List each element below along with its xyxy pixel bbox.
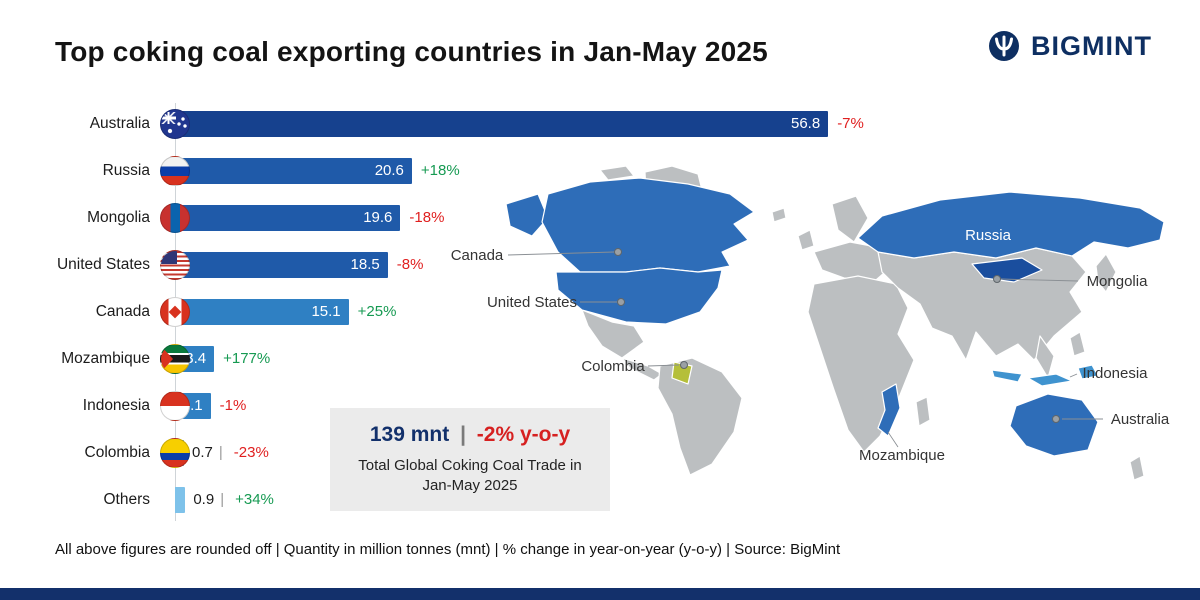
yoy-change: +25% <box>357 303 397 320</box>
value-separator: | <box>220 491 225 508</box>
bar-chart: Australia 56.8 -7% Russia 20.6 +18% Mong… <box>55 100 895 523</box>
map-philippines <box>1069 331 1086 357</box>
brand-logo: BIGMINT <box>986 28 1152 64</box>
bar-mongolia: 19.6 <box>175 204 401 231</box>
bar-row-russia: Russia 20.6 +18% <box>55 147 895 194</box>
map-label-russia: Russia <box>965 227 1012 244</box>
bar-row-indonesia: Indonesia 3.1 -1% <box>55 382 895 429</box>
map-canada <box>541 177 755 273</box>
total-trade-callout: 139 mnt | -2% y-o-y Total Global Coking … <box>330 408 610 511</box>
yoy-change: +177% <box>223 350 271 367</box>
country-label: Colombia <box>84 443 150 461</box>
map-label-indonesia: Indonesia <box>1082 365 1148 382</box>
mozambique-flag-icon <box>160 343 190 374</box>
yoy-change: -7% <box>837 115 864 132</box>
map-indonesia <box>991 369 1023 383</box>
map-japan <box>1095 253 1117 293</box>
map-madagascar <box>915 396 931 427</box>
total-trade-headline: 139 mnt | -2% y-o-y <box>340 423 600 447</box>
country-label: Russia <box>102 161 150 179</box>
callout-separator: | <box>460 423 466 446</box>
bar-value: 18.5 <box>350 256 380 273</box>
bar-row-canada: Canada 15.1 +25% <box>55 288 895 335</box>
yoy-change: -8% <box>396 256 424 273</box>
country-label: Indonesia <box>82 396 150 414</box>
country-label: United States <box>56 255 150 273</box>
total-trade-value: 139 mnt <box>369 423 450 446</box>
map-label-colombia: Colombia <box>581 358 645 375</box>
map-label-mozambique: Mozambique <box>859 447 945 464</box>
map-landmasses <box>505 165 1165 481</box>
canada-flag-icon <box>160 296 190 327</box>
brand-name: BIGMINT <box>1031 30 1152 61</box>
map-mexico <box>581 309 645 359</box>
bar-value: 0.7 <box>192 444 213 461</box>
map-markers <box>614 248 1060 423</box>
country-label: Mozambique <box>61 349 150 367</box>
bar-row-colombia: Colombia 0.7 | -23% <box>55 429 895 476</box>
bar-row-mozambique: Mozambique 3.4 +177% <box>55 335 895 382</box>
value-separator: | <box>218 444 223 461</box>
bottom-accent-strip <box>0 588 1200 600</box>
map-alaska <box>505 193 549 237</box>
map-mozambique <box>877 383 901 437</box>
yoy-change: -23% <box>233 444 269 461</box>
map-africa <box>807 275 915 453</box>
bar-value: 20.6 <box>374 162 404 179</box>
indonesia-flag-icon <box>160 390 190 421</box>
footer-note: All above figures are rounded off | Quan… <box>55 541 841 558</box>
bar-value: 19.6 <box>363 209 393 226</box>
map-australia <box>1009 393 1099 457</box>
country-label: Canada <box>95 302 150 320</box>
country-label: Others <box>103 490 150 508</box>
bar-row-others: Others 0.9 | +34% <box>55 476 895 523</box>
map-south-america <box>657 357 743 476</box>
yoy-change: +34% <box>235 491 274 508</box>
map-mongolia <box>971 257 1043 283</box>
world-map: Canada United States Colombia Russia Mon… <box>430 160 1190 505</box>
total-trade-yoy: -2% y-o-y <box>476 423 571 446</box>
map-label-canada: Canada <box>451 247 504 264</box>
bar-united-states: 18.5 <box>175 251 388 278</box>
country-label: Mongolia <box>87 208 150 226</box>
map-united-states <box>555 267 723 325</box>
bar-row-united-states: United States 18.5 -8% <box>55 241 895 288</box>
page-title: Top coking coal exporting countries in J… <box>55 36 768 67</box>
bar-canada: 15.1 <box>175 298 349 325</box>
map-leader-lines <box>507 251 1103 448</box>
map-label-australia: Australia <box>1111 411 1170 428</box>
bar-value: 0.9 <box>193 491 215 508</box>
bar-value: 15.1 <box>311 303 341 320</box>
colombia-flag-icon <box>160 437 190 468</box>
bar-row-australia: Australia 56.8 -7% <box>55 100 895 147</box>
map-label-united-states: United States <box>487 294 577 311</box>
bar-others <box>175 486 186 513</box>
country-label: Australia <box>89 114 150 132</box>
bar-value: 3.4 <box>185 350 207 367</box>
map-russia <box>857 191 1165 259</box>
bar-row-mongolia: Mongolia 19.6 -18% <box>55 194 895 241</box>
australia-flag-icon <box>160 108 190 139</box>
total-trade-caption: Total Global Coking Coal Trade in Jan-Ma… <box>358 457 582 495</box>
mongolia-flag-icon <box>160 202 190 233</box>
united-states-flag-icon <box>160 249 190 280</box>
yoy-change: -1% <box>219 397 247 414</box>
bar-australia: 56.8 <box>175 110 829 137</box>
bigmint-logo-icon <box>989 31 1019 61</box>
bar-value: 56.8 <box>790 115 821 132</box>
world-map-svg: Canada United States Colombia Russia Mon… <box>451 165 1170 481</box>
yoy-change: -18% <box>409 209 445 226</box>
map-new-zealand <box>1129 455 1145 481</box>
map-label-mongolia: Mongolia <box>1087 273 1149 290</box>
russia-flag-icon <box>160 155 190 186</box>
bar-russia: 20.6 <box>175 157 412 184</box>
yoy-change: +18% <box>420 162 460 179</box>
